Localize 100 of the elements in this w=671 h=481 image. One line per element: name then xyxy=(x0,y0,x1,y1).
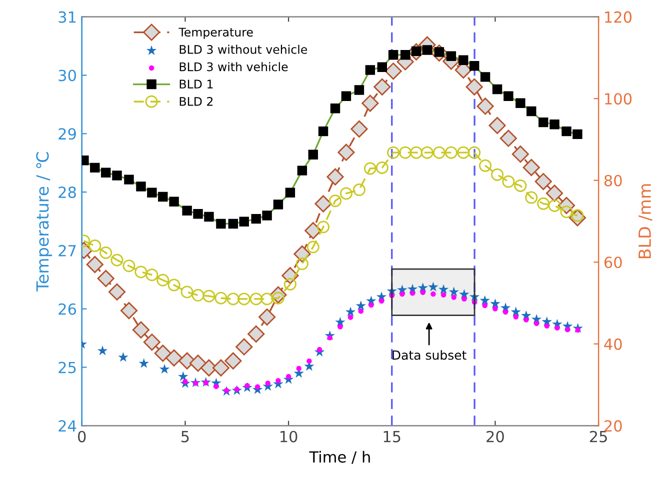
annotation: Data subset xyxy=(392,350,466,360)
point xyxy=(564,327,570,332)
point xyxy=(534,172,552,190)
point xyxy=(358,308,364,314)
point xyxy=(432,146,446,159)
point xyxy=(238,292,250,306)
point xyxy=(488,116,506,134)
y-tick-label: 30 xyxy=(58,70,76,82)
point xyxy=(296,258,308,270)
point xyxy=(138,358,149,368)
point xyxy=(466,78,483,96)
point xyxy=(250,292,262,306)
x-axis-title: Time / h xyxy=(309,450,370,464)
point xyxy=(254,384,260,390)
legend-label: BLD 3 with vehicle xyxy=(180,62,288,72)
point xyxy=(192,289,204,302)
point xyxy=(384,62,402,80)
point xyxy=(348,314,354,320)
x-tick-label: 10 xyxy=(280,430,298,442)
point xyxy=(448,286,459,296)
legend-label: Temperature xyxy=(178,28,253,39)
point xyxy=(156,274,170,286)
point xyxy=(430,291,436,297)
point xyxy=(368,302,374,308)
y-tick-label: 24 xyxy=(58,420,76,432)
y-tick-label: 27 xyxy=(58,244,76,256)
x-tick-label: 25 xyxy=(590,430,607,442)
point xyxy=(438,284,449,294)
point xyxy=(500,130,517,147)
y2-tick-label: 80 xyxy=(604,174,622,186)
point xyxy=(420,290,426,295)
point xyxy=(224,352,242,370)
point xyxy=(214,384,219,390)
point xyxy=(88,240,102,252)
y-tick-label: 26 xyxy=(58,303,76,315)
point xyxy=(118,352,128,362)
point xyxy=(248,325,265,343)
point xyxy=(212,359,230,376)
point xyxy=(451,294,456,300)
point xyxy=(122,260,136,272)
legend-label: BLD 1 xyxy=(180,80,213,88)
point xyxy=(258,308,276,326)
point xyxy=(276,378,281,384)
point xyxy=(440,292,446,298)
point xyxy=(479,159,492,172)
point xyxy=(418,282,428,292)
point xyxy=(548,199,561,212)
point xyxy=(356,300,366,310)
point xyxy=(178,371,188,381)
point xyxy=(134,266,148,278)
y2-tick-label: 40 xyxy=(604,338,622,350)
point xyxy=(502,309,508,315)
x-tick-label: 5 xyxy=(182,431,189,442)
point xyxy=(296,366,302,372)
point xyxy=(338,324,343,330)
point xyxy=(514,179,527,192)
point xyxy=(428,282,438,292)
point xyxy=(525,191,538,204)
point xyxy=(387,146,400,159)
point xyxy=(352,184,366,196)
point xyxy=(350,120,368,138)
point xyxy=(159,364,170,374)
point xyxy=(182,378,188,384)
point xyxy=(165,349,183,366)
point xyxy=(400,291,405,297)
point xyxy=(86,256,104,274)
legend-label: BLD 2 xyxy=(180,96,213,106)
point xyxy=(544,323,550,329)
point xyxy=(286,374,292,380)
point xyxy=(376,161,388,174)
point xyxy=(338,144,355,161)
point xyxy=(554,325,560,331)
point xyxy=(345,306,356,316)
y-axis-title: Temperature / ℃ xyxy=(36,152,52,292)
point xyxy=(120,302,138,320)
point xyxy=(546,184,564,202)
y2-tick-label: 120 xyxy=(605,11,632,23)
y2-tick-label: 100 xyxy=(605,93,632,105)
point xyxy=(462,296,467,302)
point xyxy=(374,78,391,96)
point xyxy=(110,254,124,266)
point xyxy=(180,286,194,298)
y2-tick-label: 60 xyxy=(604,256,622,268)
point xyxy=(146,268,158,282)
point xyxy=(364,162,376,175)
y-tick-label: 25 xyxy=(58,362,76,374)
point xyxy=(510,306,521,316)
point xyxy=(537,197,550,210)
point xyxy=(154,344,172,362)
point xyxy=(378,298,384,304)
point xyxy=(362,94,379,112)
y-tick-label: 31 xyxy=(58,11,76,23)
legend-label: BLD 3 without vehicle xyxy=(180,44,308,54)
point xyxy=(335,316,346,327)
y-tick-label: 28 xyxy=(58,186,76,198)
point xyxy=(340,187,352,200)
point xyxy=(480,295,490,305)
point xyxy=(513,314,518,320)
point xyxy=(202,290,216,302)
point xyxy=(326,168,344,186)
